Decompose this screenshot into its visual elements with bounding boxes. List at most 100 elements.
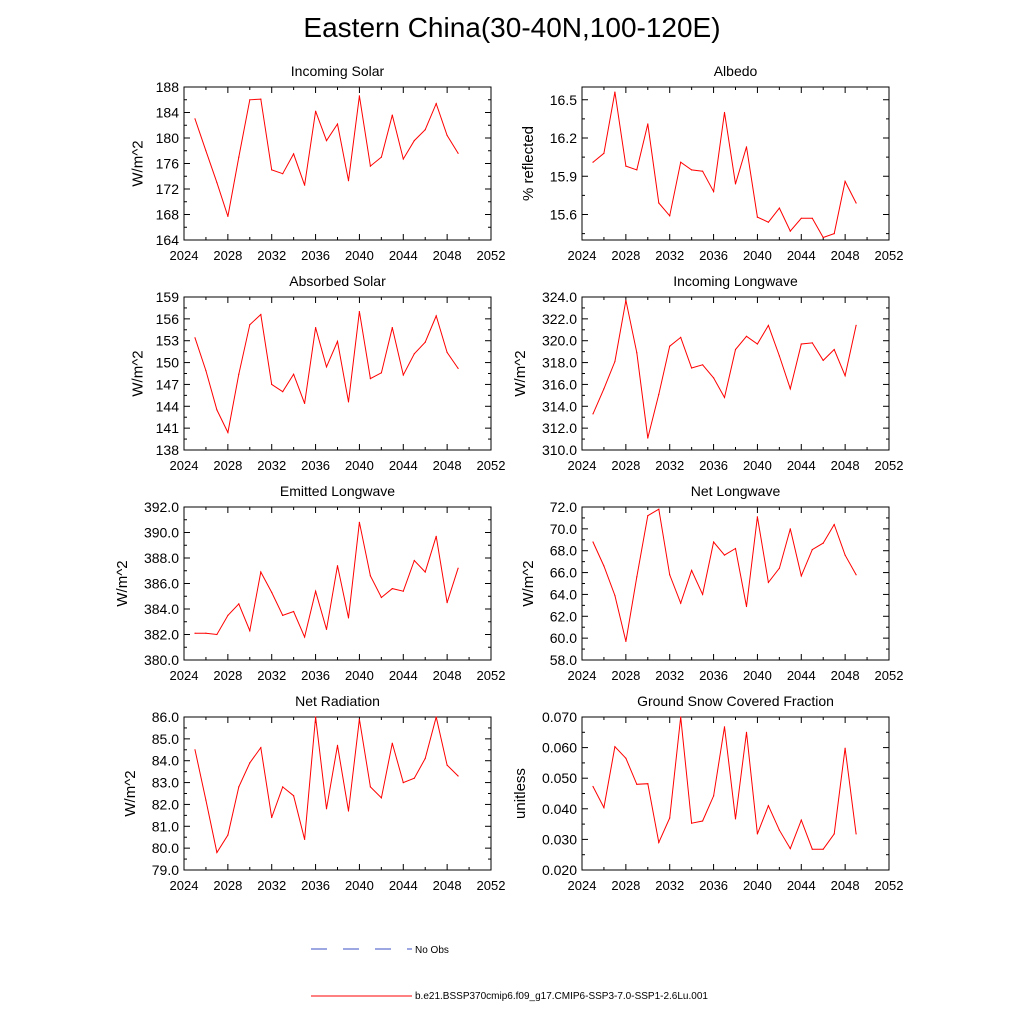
data-point [745, 335, 748, 337]
panel-net-longwave: Net Longwave 2024 2028 2032 2036 2040 2044 2048… [520, 483, 904, 683]
panel-incoming-solar: Incoming Solar 2024 2028 2032 2036 2040 2044 20… [130, 63, 506, 263]
x-tick-label: 2048 [831, 668, 860, 683]
data-point [358, 521, 360, 523]
data-point [304, 402, 306, 404]
legend: No Obs b.e21.BSSP370cmip6.f09_g17.CMIP6-S… [311, 945, 708, 1002]
y-tick-label: 0.040 [542, 801, 577, 817]
x-tick-label: 2044 [389, 878, 418, 893]
x-tick-label: 2024 [170, 248, 199, 263]
data-point [402, 374, 404, 376]
data-point [713, 377, 715, 379]
data-point [833, 523, 835, 526]
data-point [282, 614, 284, 617]
data-point [778, 567, 781, 569]
data-point [800, 343, 802, 345]
data-point [227, 431, 229, 434]
x-tick-label: 2048 [433, 878, 462, 893]
y-tick-label: 318.0 [542, 355, 577, 371]
x-tick-label: 2024 [568, 458, 597, 473]
y-tick-label: 150 [156, 355, 180, 371]
data-point [636, 576, 638, 578]
data-point [778, 829, 781, 831]
data-point [260, 98, 262, 100]
y-tick-label: 0.070 [542, 709, 577, 725]
data-point [767, 581, 770, 584]
panel-albedo: Albedo 2024 2028 2032 2036 2040 2044 2048 2052 15… [520, 63, 904, 263]
data-point [369, 786, 371, 788]
data-point [325, 808, 328, 810]
data-point [194, 118, 196, 120]
data-point [691, 822, 693, 824]
data-point [669, 817, 671, 819]
data-point [822, 848, 824, 850]
panel-title: Net Radiation [295, 693, 380, 709]
data-point [325, 140, 328, 142]
x-tick-label: 2044 [389, 248, 418, 263]
y-tick-label: 320.0 [542, 333, 577, 349]
data-point [282, 786, 284, 788]
data-point [833, 233, 835, 235]
x-tick-label: 2044 [787, 248, 816, 263]
y-tick-label: 58.0 [550, 652, 577, 668]
data-point [424, 341, 426, 343]
data-point [369, 378, 371, 380]
x-tick-label: 2040 [345, 248, 374, 263]
data-point [435, 716, 437, 718]
x-tick-label: 2044 [787, 458, 816, 473]
data-point [325, 628, 328, 631]
x-tick-label: 2032 [655, 458, 684, 473]
data-point [680, 602, 682, 604]
y-tick-label: 392.0 [144, 499, 179, 515]
x-tick-label: 2028 [213, 668, 242, 683]
x-tick-label: 2048 [831, 878, 860, 893]
data-point [358, 718, 360, 720]
panel-ground-snow-covered-fraction: Ground Snow Covered Fraction 2024 2028 2032… [512, 693, 903, 893]
y-tick-label: 390.0 [144, 525, 179, 541]
data-point [800, 217, 802, 219]
data-point [614, 594, 616, 597]
data-point [647, 437, 649, 439]
data-point [336, 340, 339, 342]
data-point [811, 549, 813, 551]
y-tick-label: 0.020 [542, 862, 577, 878]
data-point [325, 366, 328, 368]
y-axis-label: W/m^2 [114, 560, 131, 606]
data-point [734, 547, 737, 550]
data-point [227, 215, 229, 217]
data-point [723, 554, 726, 556]
data-point [625, 299, 627, 301]
data-point [380, 372, 382, 374]
data-point [369, 165, 371, 167]
data-point [271, 383, 273, 385]
data-point [614, 91, 616, 93]
data-point [271, 169, 273, 171]
data-point [238, 373, 240, 375]
data-point [380, 596, 382, 599]
data-point [413, 140, 415, 142]
data-point [446, 134, 448, 136]
x-tick-label: 2040 [345, 878, 374, 893]
data-point [734, 348, 737, 351]
data-point [691, 169, 693, 171]
x-tick-label: 2048 [831, 248, 860, 263]
data-point [249, 324, 251, 326]
data-point [271, 816, 273, 819]
x-tick-label: 2052 [477, 458, 506, 473]
y-tick-label: 66.0 [550, 565, 577, 581]
data-point [336, 123, 339, 125]
data-point [702, 364, 704, 366]
data-point [315, 327, 317, 329]
data-point [304, 184, 306, 186]
data-point [756, 516, 759, 518]
data-point [691, 569, 693, 572]
data-point [734, 183, 737, 185]
y-axis-label: W/m^2 [130, 140, 147, 186]
data-point [592, 785, 594, 788]
x-tick-label: 2052 [875, 458, 904, 473]
x-tick-label: 2048 [433, 668, 462, 683]
y-tick-label: 324.0 [542, 289, 577, 305]
data-point [369, 575, 371, 577]
data-point [614, 746, 616, 748]
data-point [315, 110, 317, 112]
